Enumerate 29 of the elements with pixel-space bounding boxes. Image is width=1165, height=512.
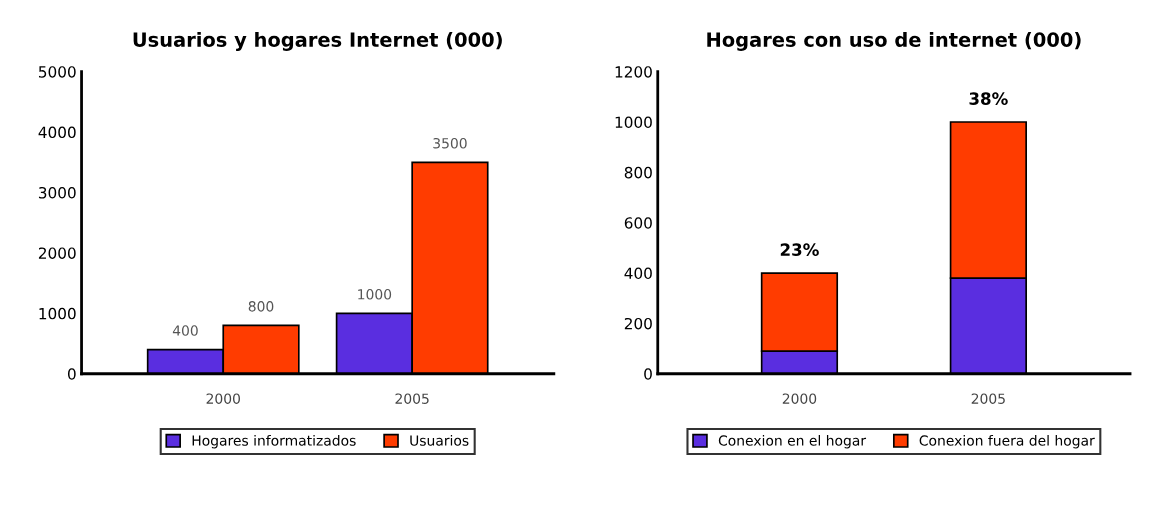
legend-label: Conexion en el hogar	[718, 435, 867, 449]
y-tick-label: 1200	[615, 66, 652, 78]
y-tick-label: 4000	[38, 126, 76, 139]
annotation: 23%	[780, 243, 819, 256]
legend-label: Conexion fuera del hogar	[919, 435, 1095, 449]
x-tick-label: 2005	[395, 393, 429, 404]
y-tick-label: 5000	[38, 66, 76, 78]
legend-label: Hogares informatizados	[192, 435, 356, 449]
data-label: 800	[248, 301, 274, 312]
chart-title: Usuarios y hogares Internet (000)	[133, 31, 502, 51]
legend-label: Usuarios	[410, 435, 469, 446]
data-label: 400	[172, 325, 198, 336]
y-tick-label: 400	[624, 267, 652, 280]
y-tick-label: 0	[67, 368, 76, 380]
chart-title: Hogares con uso de internet (000)	[707, 31, 1081, 51]
y-tick-label: 2000	[38, 247, 76, 259]
y-tick-label: 0	[644, 368, 652, 380]
y-tick-label: 1000	[39, 307, 76, 320]
y-tick-label: 3000	[38, 186, 76, 199]
y-tick-label: 200	[624, 317, 652, 330]
data-label: 3500	[433, 138, 467, 149]
y-tick-label: 600	[624, 217, 652, 229]
annotation: 38%	[969, 92, 1008, 105]
x-tick-label: 2005	[971, 393, 1005, 404]
data-label: 1000	[358, 289, 392, 300]
y-tick-label: 1000	[615, 116, 652, 129]
x-tick-label: 2000	[206, 393, 240, 404]
x-tick-label: 2000	[782, 393, 817, 404]
y-tick-label: 800	[624, 166, 652, 179]
